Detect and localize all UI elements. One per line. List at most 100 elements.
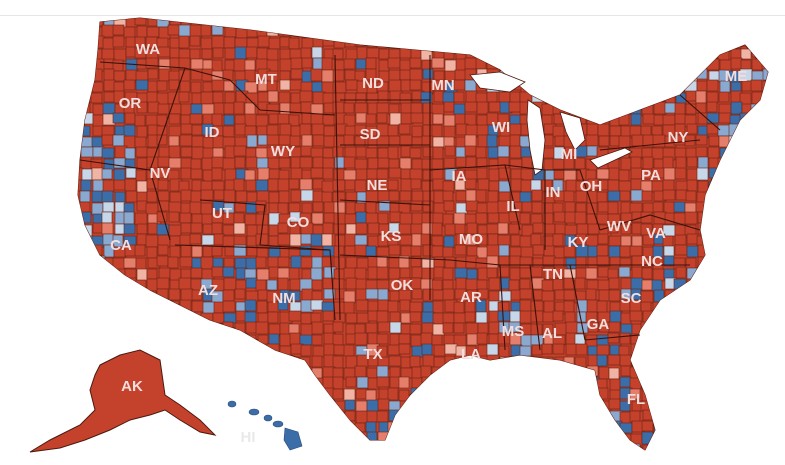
county-cell: [477, 37, 490, 51]
county-cell: [444, 400, 457, 413]
county-cell: [101, 134, 114, 146]
county-cell: [509, 35, 522, 48]
county-cell: [235, 190, 248, 203]
state-label-sd: SD: [360, 126, 381, 143]
county-cell: [741, 18, 753, 28]
county-cell: [102, 312, 116, 324]
county-cell: [78, 92, 83, 104]
county-cell: [761, 47, 768, 60]
county-cell: [730, 101, 743, 115]
county-cell: [750, 376, 763, 390]
county-cell: [343, 18, 357, 26]
county-cell: [609, 125, 622, 137]
county-cell: [112, 112, 125, 124]
county-cell: [278, 367, 292, 380]
county-cell: [563, 59, 575, 73]
county-cell: [267, 366, 280, 380]
county-cell: [585, 59, 599, 73]
county-cell: [422, 288, 434, 302]
county-cell: [761, 59, 768, 71]
county-cell: [631, 454, 641, 465]
county-cell: [266, 279, 278, 291]
county-cell: [544, 456, 554, 465]
county-cell: [465, 200, 479, 212]
county-cell: [101, 125, 115, 137]
county-cell: [322, 376, 334, 390]
county-cell: [200, 189, 214, 201]
county-cell: [740, 212, 754, 226]
county-cell: [718, 300, 730, 312]
county-cell: [113, 455, 123, 465]
county-cell: [78, 234, 81, 247]
county-cell: [761, 354, 768, 368]
county-cell: [663, 388, 675, 402]
county-cell: [432, 136, 445, 148]
county-cell: [708, 135, 720, 147]
county-cell: [728, 123, 741, 137]
county-cell: [90, 301, 104, 313]
county-cell: [499, 443, 512, 450]
county-cell: [278, 190, 290, 204]
county-cell: [399, 234, 413, 246]
county-cell: [552, 101, 565, 115]
county-cell: [322, 245, 336, 257]
county-cell: [598, 135, 610, 147]
county-cell: [664, 311, 677, 323]
county-cell: [442, 18, 456, 26]
county-cell: [279, 123, 292, 137]
county-cell: [585, 422, 597, 435]
county-cell: [167, 321, 180, 335]
county-cell: [376, 112, 388, 124]
county-cell: [147, 323, 161, 335]
county-cell: [773, 454, 784, 465]
county-cell: [433, 266, 445, 279]
county-cell: [652, 245, 664, 258]
county-cell: [741, 147, 755, 160]
county-cell: [640, 333, 653, 345]
county-cell: [432, 113, 444, 125]
county-cell: [114, 268, 127, 280]
county-cell: [530, 37, 542, 50]
county-cell: [684, 388, 697, 401]
county-cell: [156, 288, 169, 300]
state-label-pa: PA: [641, 167, 661, 184]
county-cell: [411, 36, 423, 50]
county-cell: [750, 211, 764, 225]
county-cell: [378, 59, 390, 73]
county-cell: [92, 103, 105, 116]
county-cell: [213, 432, 227, 444]
county-cell: [487, 25, 499, 37]
county-cell: [113, 168, 126, 182]
county-cell: [674, 400, 688, 413]
county-cell: [256, 432, 270, 445]
county-cell: [532, 387, 544, 399]
county-cell: [222, 157, 236, 171]
county-cell: [311, 321, 324, 335]
county-cell: [607, 354, 621, 366]
county-cell: [233, 212, 245, 225]
county-cell: [223, 420, 237, 433]
county-cell: [630, 47, 643, 59]
county-cell: [443, 101, 455, 113]
state-label-ga: GA: [587, 316, 610, 333]
county-cell: [750, 103, 763, 117]
county-cell: [729, 167, 742, 179]
county-cell: [477, 377, 490, 389]
county-cell: [200, 24, 212, 37]
county-cell: [288, 323, 300, 335]
county-cell: [355, 410, 369, 424]
county-cell: [498, 167, 511, 180]
county-cell: [233, 101, 245, 115]
county-cell: [697, 354, 710, 368]
county-cell: [519, 191, 532, 204]
county-cell: [695, 321, 709, 333]
county-cell: [442, 288, 455, 301]
county-cell: [189, 365, 203, 378]
county-cell: [585, 442, 599, 450]
county-cell: [574, 90, 586, 103]
county-cell: [179, 389, 191, 401]
state-label-az: AZ: [198, 282, 218, 299]
county-cell: [464, 57, 478, 70]
county-cell: [631, 355, 644, 367]
county-cell: [708, 312, 721, 325]
